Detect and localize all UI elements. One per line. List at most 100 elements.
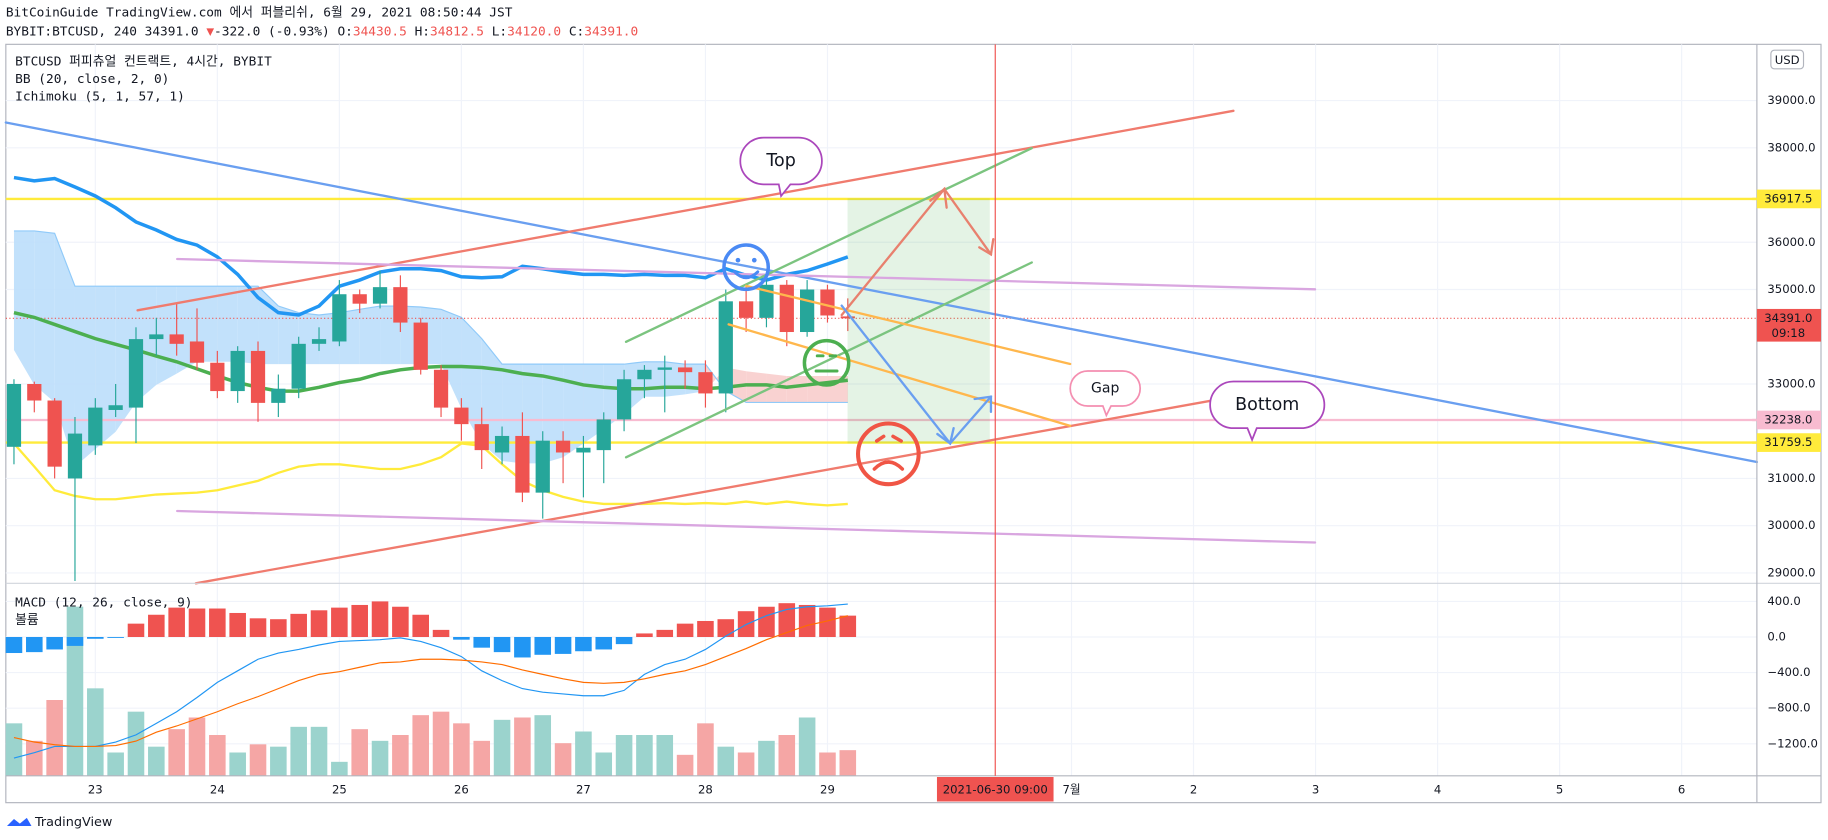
candle-body: [47, 400, 62, 467]
y-tick-label: 31000.0: [1767, 471, 1815, 485]
change: -322.0 (-0.93%): [214, 24, 330, 39]
crosshair-box: [936, 777, 1054, 802]
candle-body: [27, 383, 42, 401]
candle-body: [210, 362, 225, 392]
x-tick-label: 25: [332, 782, 347, 796]
publish-line: BitCoinGuide TradingView.com 에서 퍼블리쉬, 6월…: [6, 5, 513, 20]
macd-histogram: [473, 636, 491, 648]
volume-bar: [392, 735, 409, 776]
ohlc-o: 34430.5: [353, 24, 407, 39]
volume-bar: [412, 715, 429, 776]
change-arrow: ▼: [206, 24, 214, 39]
indicator-line: [13, 175, 849, 317]
x-tick-label: 24: [210, 782, 225, 796]
volume-bar: [676, 754, 694, 776]
volume-bar: [66, 606, 84, 776]
cloud-segment: [786, 375, 808, 403]
candle-body: [820, 289, 835, 316]
volume-bar: [87, 688, 104, 776]
candle-body: [738, 301, 754, 318]
emoji-eye: [751, 257, 757, 263]
candle-body: [6, 383, 22, 447]
ohlc-l-key: L:: [492, 24, 507, 39]
indicator-line: [13, 442, 848, 507]
macd-histogram: [697, 620, 714, 637]
channel-line: [727, 323, 1072, 428]
macd-histogram: [5, 636, 23, 654]
candle-body: [494, 435, 510, 453]
channel-line: [624, 261, 1033, 459]
y-tick-label: 30000.0: [1767, 518, 1815, 532]
macd-histogram: [188, 608, 206, 637]
cloud-segment: [34, 230, 55, 403]
cloud-segment: [563, 364, 584, 458]
volume-bar: [270, 746, 287, 776]
x-tick-label: 23: [88, 782, 103, 796]
candle-body: [372, 287, 388, 304]
macd-histogram: [270, 619, 287, 637]
y-tick-label: 0.0: [1767, 629, 1786, 643]
emoji-mouth: [872, 460, 905, 471]
macd-histogram: [148, 614, 165, 637]
volume-bar: [514, 717, 531, 776]
ohlc-h-key: H:: [415, 24, 430, 39]
volume-bar: [351, 729, 368, 776]
candle-body: [352, 294, 367, 304]
range-box: [847, 198, 990, 444]
callout-gap: [1069, 370, 1142, 418]
macd-histogram: [819, 607, 836, 637]
macd-histogram: [839, 615, 857, 637]
candle-body: [230, 350, 245, 392]
ohlc-l: 34120.0: [507, 24, 561, 39]
cloud-segment: [237, 286, 259, 365]
macd-histogram: [351, 604, 368, 637]
arrow-head: [936, 427, 955, 446]
candle-body: [88, 407, 103, 446]
macd-histogram: [453, 636, 470, 640]
candle-body: [698, 372, 713, 394]
volume-bar: [798, 717, 816, 776]
macd-histogram: [514, 636, 531, 658]
price-label-box: [1756, 189, 1822, 209]
macd-histogram: [636, 633, 653, 637]
macd-histogram: [310, 610, 328, 637]
candle-body: [616, 379, 632, 420]
volume-bar: [636, 735, 653, 776]
y-tick-label: −1200.0: [1767, 736, 1818, 750]
macd-histogram: [493, 636, 511, 653]
x-tick-label: 29: [820, 782, 835, 796]
candle-body: [840, 316, 855, 319]
volume-bar: [717, 746, 735, 776]
volume-bar: [534, 715, 552, 776]
volume-bar: [839, 750, 857, 776]
volume-bar: [310, 726, 328, 776]
candle-body: [189, 341, 205, 363]
macd-histogram: [392, 606, 409, 637]
trend-line: [176, 257, 1317, 291]
volume-bar: [148, 746, 165, 776]
candle-body: [291, 343, 306, 389]
candle-body: [535, 440, 550, 493]
macd-histogram: [432, 629, 450, 637]
channel-line: [744, 284, 1072, 366]
macd-histogram: [290, 613, 307, 637]
volume-bar: [249, 744, 267, 776]
macd-histogram: [717, 619, 735, 637]
cloud-segment: [441, 309, 462, 409]
cloud-segment: [359, 306, 381, 365]
candle-body: [759, 284, 774, 318]
candle-body: [332, 294, 347, 342]
candle-body: [515, 435, 530, 493]
countdown: 09:18: [1772, 326, 1806, 340]
macd-histogram: [249, 618, 267, 637]
candle-body: [311, 339, 327, 344]
callout-bottom: [1209, 380, 1326, 443]
candle-body: [169, 334, 184, 344]
volume-bar: [615, 735, 633, 776]
candle-body: [149, 334, 164, 340]
volume-bar: [453, 723, 470, 776]
candle-body: [555, 440, 571, 453]
macd-histogram: [758, 606, 775, 637]
volume-bar: [778, 735, 796, 776]
emoji-sad: [856, 421, 921, 487]
